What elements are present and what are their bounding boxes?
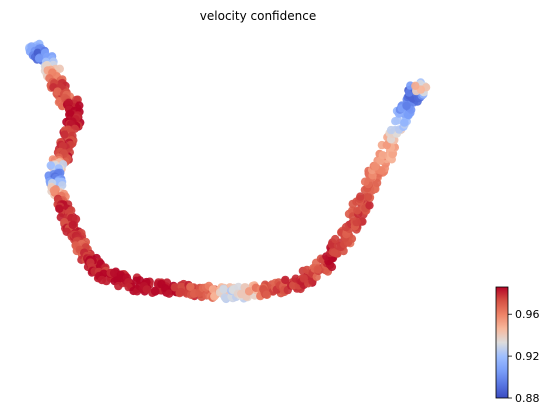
scatter-point — [363, 192, 373, 201]
scatter-point — [372, 178, 382, 188]
scatter-point — [64, 98, 74, 108]
colorbar: 0.88 0.92 0.96 — [495, 286, 540, 405]
colorbar-tick-label: 0.96 — [515, 308, 540, 321]
scatter-point — [347, 234, 357, 243]
scatter-point — [299, 274, 308, 283]
scatter-point — [360, 177, 370, 186]
scatter-point — [400, 118, 409, 127]
scatter-point — [402, 101, 411, 111]
scatter-point — [34, 54, 44, 63]
scatter-point — [220, 293, 230, 302]
scatter-point — [60, 130, 69, 139]
scatter-point — [386, 125, 396, 135]
colorbar-tick-label: 0.92 — [515, 350, 540, 363]
scatter-point — [114, 281, 123, 291]
scatter-point — [219, 285, 228, 294]
scatter-point — [393, 116, 402, 125]
scatter-point — [102, 276, 111, 286]
colorbar-gradient — [495, 286, 509, 399]
scatter-point — [66, 109, 75, 118]
chart-title: velocity confidence — [200, 9, 316, 23]
scatter-point — [356, 192, 365, 201]
scatter-point — [353, 206, 362, 215]
scatter-point — [142, 285, 151, 294]
scatter-point — [411, 81, 420, 91]
scatter-point — [382, 140, 391, 150]
scatter-point — [176, 287, 185, 297]
scatter-point — [157, 279, 166, 289]
scatter-point — [330, 248, 339, 257]
scatter-point — [281, 275, 290, 285]
scatter-point — [99, 269, 109, 278]
scatter-point — [150, 286, 160, 295]
scatter-points — [25, 39, 431, 304]
scatter-point — [164, 289, 174, 298]
scatter-point — [331, 234, 340, 244]
scatter-point — [109, 268, 119, 278]
scatter-point — [313, 265, 322, 274]
scatter-point — [186, 282, 195, 291]
scatter-point — [75, 101, 84, 110]
scatter-point — [365, 201, 374, 210]
scatter-point — [46, 161, 55, 170]
scatter-point — [371, 162, 380, 171]
scatter-point — [378, 151, 387, 160]
scatter-point — [53, 87, 62, 96]
colorbar-ticks: 0.88 0.92 0.96 — [508, 308, 540, 405]
scatter-point — [170, 283, 179, 292]
scatter-point — [388, 150, 397, 159]
scatter-point — [68, 220, 78, 229]
scatter-point — [49, 186, 59, 195]
scatter-point — [262, 290, 271, 299]
scatter-point — [58, 181, 67, 190]
scatter-point — [55, 204, 64, 213]
colorbar-tick-label: 0.88 — [515, 392, 540, 405]
